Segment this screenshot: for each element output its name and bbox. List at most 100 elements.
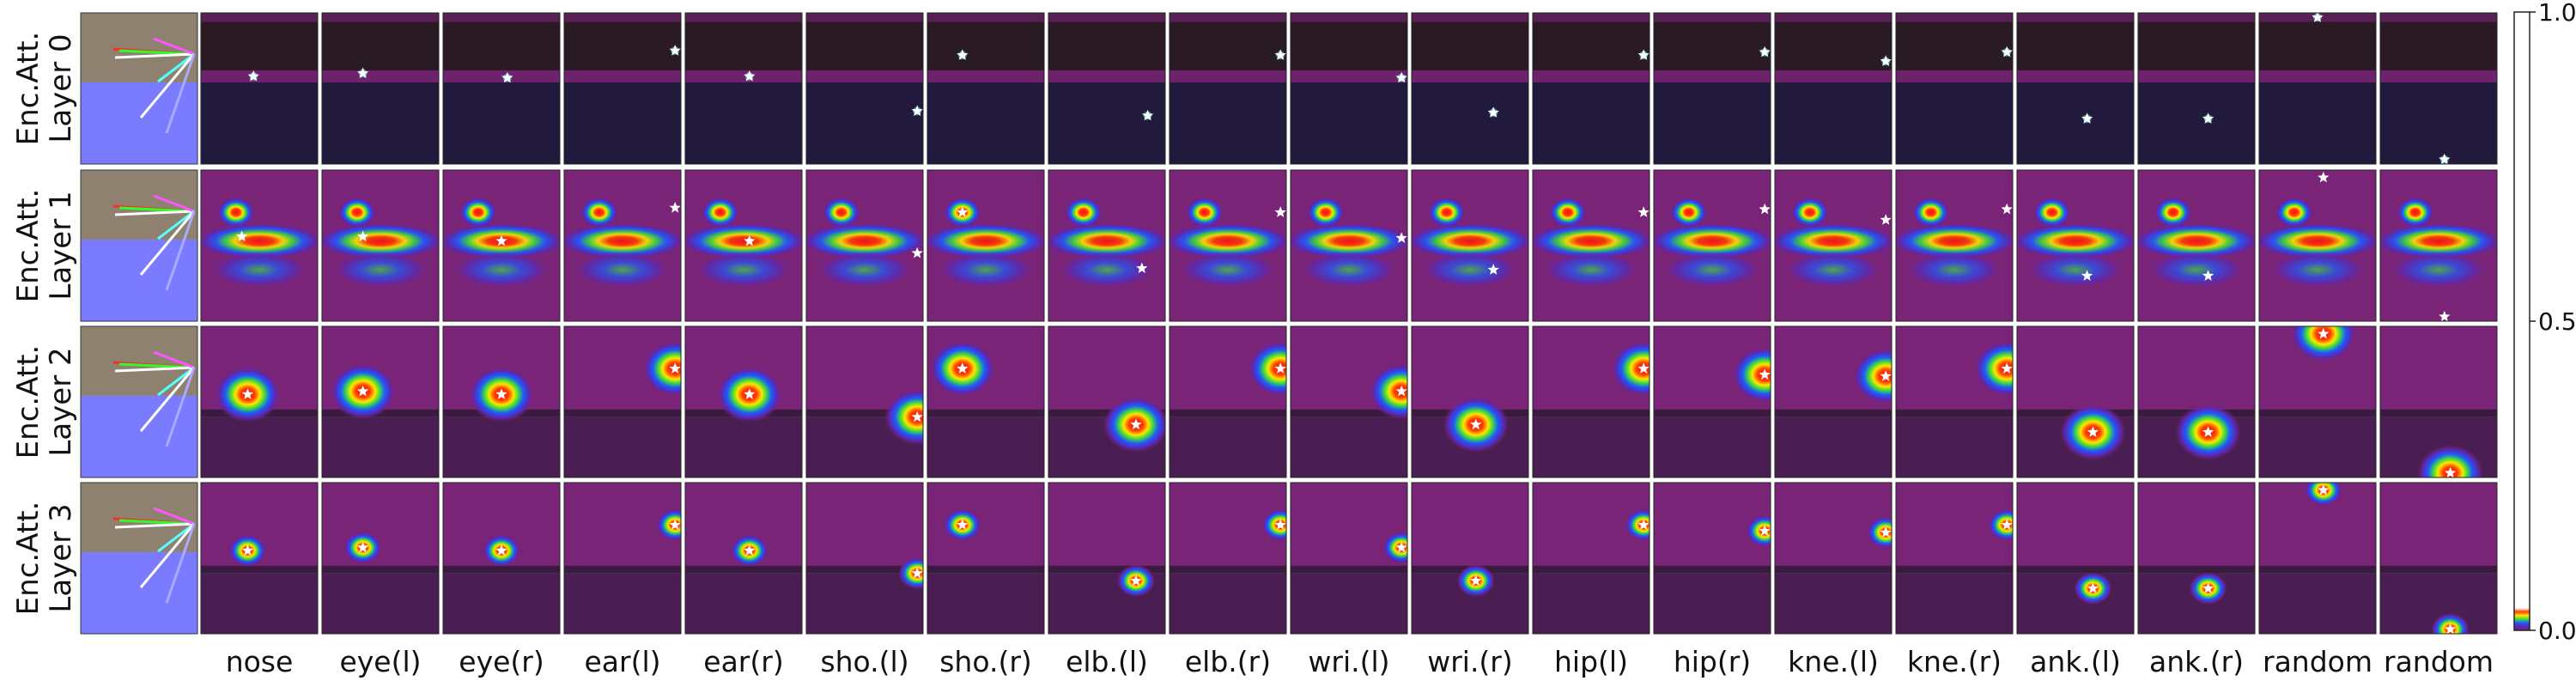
heatmap-cell [1532, 169, 1650, 322]
column-labels: nose eye(l) eye(r) ear(l) ear(r) sho.(l) sho.(… [226, 645, 2494, 678]
keypoint-star [1487, 264, 1499, 275]
heatmap-cell [2016, 169, 2135, 322]
keypoint-star [2081, 112, 2093, 124]
row-label-line2: Layer 3 [44, 503, 78, 612]
heatmap-panels [80, 11, 2498, 635]
keypoint-star [1759, 46, 1771, 58]
column-label: ank.(l) [2030, 645, 2121, 678]
heatmap-cell [1169, 482, 1287, 635]
keypoint-star [2087, 426, 2099, 437]
keypoint-star [1470, 575, 1482, 587]
heatmap-cell [1895, 12, 2014, 165]
heatmap-cell [442, 325, 561, 478]
heatmap-cell [2258, 325, 2377, 478]
keypoint-star [669, 45, 681, 56]
keypoint-star [495, 544, 507, 556]
keypoint-star [2318, 483, 2330, 495]
keypoint-star [744, 70, 756, 82]
heatmap-cell [2379, 325, 2498, 478]
keypoint-star [911, 567, 923, 579]
colorbar-tick-label: 0.5 [2538, 307, 2576, 336]
keypoint-star [1637, 519, 1649, 530]
keypoint-star [1274, 206, 1286, 217]
colorbar-tick-label: 1.0 [2538, 0, 2576, 27]
heatmap-cell [1048, 325, 1166, 478]
keypoint-star [744, 544, 756, 556]
keypoint-star [2439, 310, 2451, 322]
heatmap-cell [200, 482, 319, 635]
heatmap-cell [442, 169, 561, 322]
keypoint-star [2081, 270, 2093, 281]
keypoint-star [356, 230, 369, 242]
heatmap-cell [1895, 325, 2014, 478]
heatmap-cell [927, 325, 1045, 478]
heatmap-cell [2379, 482, 2498, 635]
keypoint-star [1637, 49, 1649, 60]
heatmap-cell [2016, 325, 2135, 478]
keypoint-star [2001, 46, 2013, 58]
row-label-line2: Layer 2 [44, 347, 78, 456]
keypoint-star [2001, 362, 2013, 374]
row-label-line2: Layer 0 [44, 33, 78, 143]
heatmap-cell [1169, 169, 1287, 322]
heatmap-cell [1653, 482, 1771, 635]
column-label: hip(r) [1674, 645, 1751, 678]
keypoint-star [1637, 206, 1649, 217]
heatmap-cell [1895, 482, 2014, 635]
colorbar-bar [2513, 11, 2530, 631]
column-label: ank.(r) [2149, 645, 2244, 678]
heatmap-cell [1774, 325, 1893, 478]
heatmap-cell [684, 325, 803, 478]
keypoint-star [2202, 270, 2215, 281]
column-label: random [2384, 645, 2494, 678]
keypoint-star [501, 71, 513, 83]
heatmap-cell [2258, 11, 2377, 165]
heatmap-cell [1774, 482, 1893, 635]
colorbar-tick-label: 0.0 [2538, 617, 2576, 645]
keypoint-star [1130, 418, 1142, 430]
heatmap-cell [1169, 325, 1287, 478]
heatmap-cell [2258, 169, 2377, 322]
keypoint-star [1487, 106, 1499, 118]
keypoint-star [2087, 582, 2099, 593]
heatmap-cell [321, 325, 440, 478]
keypoint-star [911, 410, 923, 423]
keypoint-star [356, 385, 369, 397]
heatmap-cell [1411, 325, 1529, 478]
column-label: elb.(l) [1066, 645, 1148, 678]
column-label: random [2263, 645, 2372, 678]
row-label: Enc.Att.Layer 2 [11, 345, 78, 459]
keypoint-star [1759, 525, 1771, 536]
keypoint-star [1274, 49, 1286, 60]
heatmap-cell [1653, 12, 1771, 165]
heatmap-cell [2258, 482, 2377, 635]
keypoint-star [957, 362, 969, 374]
keypoint-star [2202, 426, 2215, 437]
column-label: kne.(r) [1907, 645, 2002, 678]
heatmap-cell [442, 12, 561, 165]
heatmap-cell [321, 482, 440, 635]
keypoint-star [2444, 623, 2457, 635]
keypoint-star [669, 362, 681, 374]
heatmap-cell [2137, 325, 2256, 478]
column-label: sho.(r) [939, 645, 1032, 678]
keypoint-star [2202, 112, 2215, 124]
heatmap-cell [805, 482, 924, 635]
skeleton-thumbnail [80, 325, 198, 478]
keypoint-star [1880, 214, 1892, 225]
keypoint-star [495, 234, 507, 246]
keypoint-star [356, 541, 369, 553]
column-label: kne.(l) [1788, 645, 1879, 678]
skeleton-thumbnail [80, 482, 198, 635]
heatmap-cell [200, 12, 319, 165]
keypoint-star [1130, 575, 1142, 587]
keypoint-star [744, 234, 756, 246]
heatmap-cell [1290, 325, 1408, 478]
heatmap-cell [805, 12, 924, 165]
keypoint-star [1141, 109, 1154, 121]
keypoint-star [1759, 203, 1771, 215]
keypoint-star [1759, 368, 1771, 380]
heatmap-cell [1774, 169, 1893, 322]
row-label-line1: Enc.Att. [11, 189, 46, 303]
heatmap-cell [1048, 482, 1166, 635]
